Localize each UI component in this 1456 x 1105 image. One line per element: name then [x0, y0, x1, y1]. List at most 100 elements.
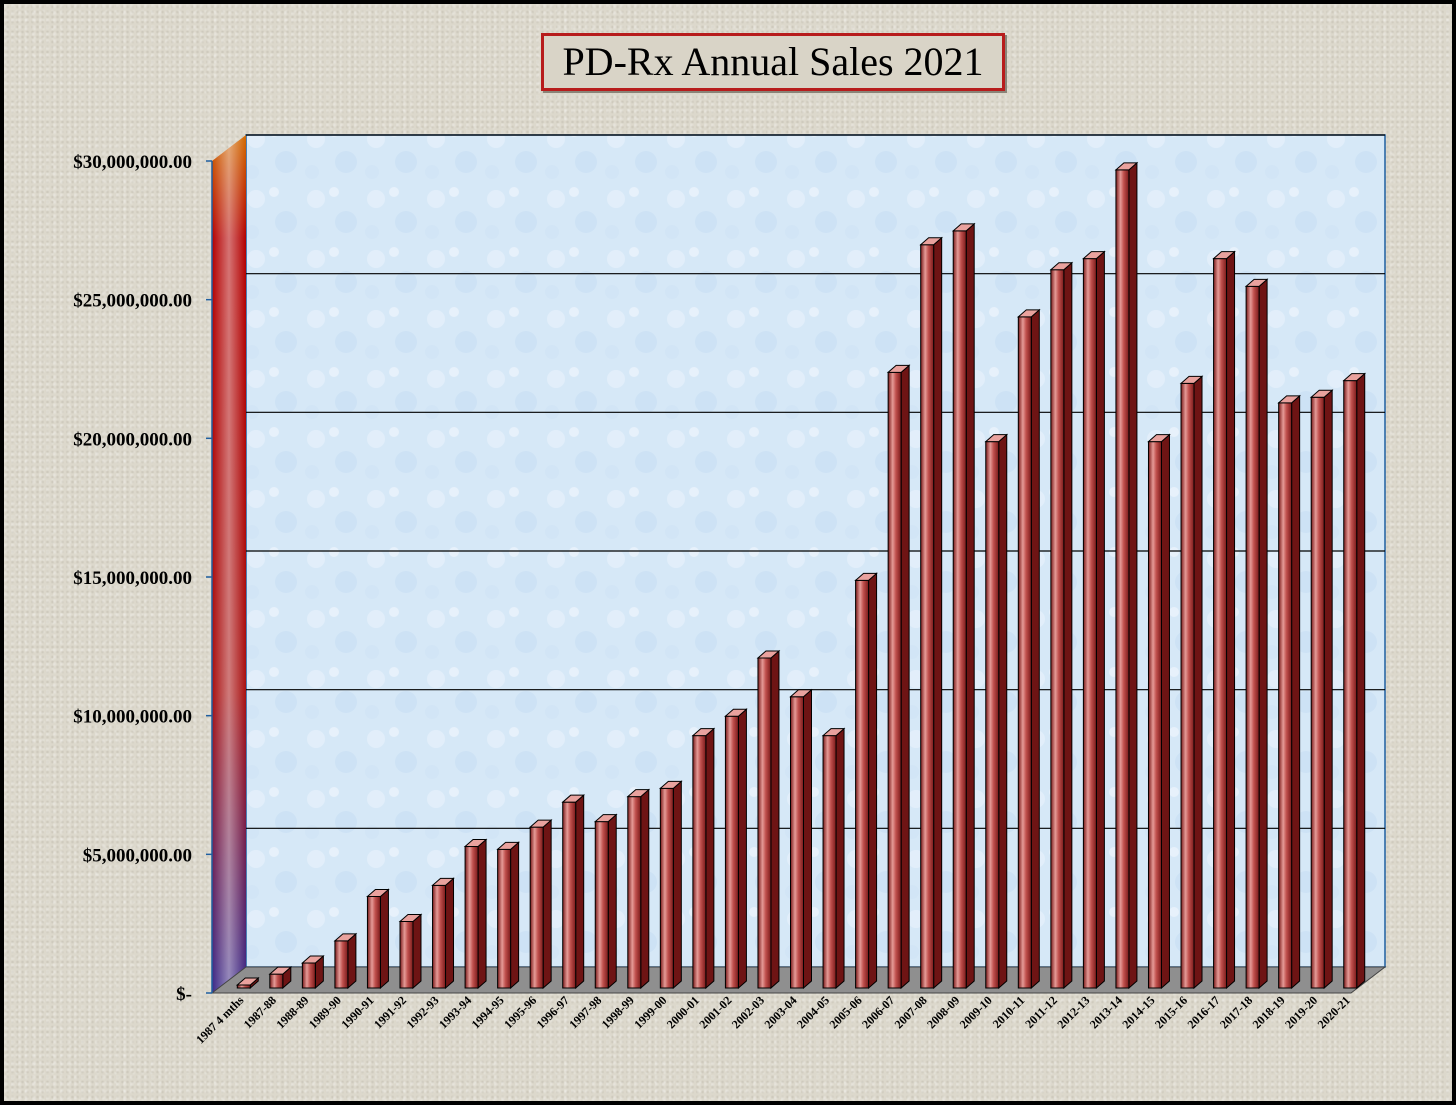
bar-side	[445, 877, 455, 990]
bar-side	[705, 727, 715, 990]
bar	[1309, 389, 1334, 990]
bar	[496, 841, 520, 990]
x-tick-label: 1989-90	[306, 993, 344, 1031]
bar-front	[562, 801, 577, 989]
bar-top	[496, 841, 520, 850]
bar-front	[529, 826, 544, 989]
bar	[919, 236, 944, 990]
x-tick-label: 2001-02	[696, 993, 734, 1031]
bar	[756, 649, 781, 990]
bar-top	[789, 689, 813, 698]
bar-side	[1095, 250, 1105, 990]
bar-top	[528, 819, 553, 828]
bar-top	[886, 364, 911, 373]
bar	[951, 222, 976, 990]
bar	[886, 364, 911, 990]
bar-front	[269, 973, 284, 989]
bar-front	[1343, 380, 1358, 989]
bar	[1277, 394, 1301, 990]
bar-side	[1128, 161, 1138, 990]
bar-front	[757, 657, 772, 989]
bar-front	[1213, 258, 1228, 989]
bar-side	[672, 780, 682, 990]
bar-side	[1356, 372, 1366, 990]
x-tick-label: 2000-01	[664, 993, 702, 1031]
bar	[1016, 308, 1041, 990]
bar-front	[724, 715, 739, 989]
bar-side	[868, 572, 878, 990]
bar	[593, 813, 618, 990]
bar-front	[432, 884, 447, 989]
y-tick-label: $10,000,000.00	[73, 707, 192, 728]
bar	[235, 976, 260, 990]
bar	[1049, 261, 1074, 990]
bar	[301, 954, 325, 990]
bar-front	[627, 796, 642, 989]
x-tick-label: 2006-07	[859, 993, 897, 1031]
bar	[268, 966, 293, 990]
x-tick-label: 1987-88	[241, 993, 279, 1031]
bar-front	[1310, 396, 1325, 989]
bar-front	[1082, 258, 1097, 989]
bar-side	[575, 794, 585, 990]
bar-front	[366, 895, 381, 989]
bar-top	[854, 572, 878, 581]
bar-top	[756, 650, 781, 659]
x-tick-label: 1988-89	[273, 993, 311, 1031]
y-tick-label: $-	[176, 984, 192, 1005]
x-tick-label: 2004-05	[794, 993, 832, 1031]
bar-front	[952, 230, 967, 989]
bar-front	[790, 696, 804, 989]
bar-top	[561, 794, 586, 803]
bar-front	[920, 244, 935, 989]
y-tick-label: $5,000,000.00	[83, 845, 192, 866]
bar-front	[594, 821, 609, 989]
bar	[691, 727, 716, 990]
bar-side	[998, 433, 1008, 990]
x-tick-label: 2014-15	[1119, 993, 1157, 1031]
bar-front	[855, 579, 870, 989]
bar-side	[379, 888, 389, 990]
bar-front	[1245, 285, 1260, 989]
x-tick-label: 1999-00	[631, 993, 669, 1031]
bar-front	[334, 940, 349, 989]
x-axis-labels: 1987 4 mths1987-881988-891989-901990-911…	[193, 993, 1353, 1047]
bar-top	[1342, 373, 1367, 382]
chart-title: PD-Rx Annual Sales 2021	[541, 33, 1005, 91]
bar-top	[1147, 434, 1171, 443]
bar-front	[497, 848, 512, 989]
bar-top	[301, 955, 325, 964]
bar-front	[1278, 402, 1293, 989]
x-tick-label: 2018-19	[1250, 993, 1288, 1031]
bar-front	[822, 735, 837, 989]
bar-top	[1309, 389, 1334, 398]
bar-side	[933, 236, 943, 990]
bar	[658, 780, 683, 990]
bar	[1244, 278, 1269, 990]
bar-top	[431, 877, 455, 886]
y-tick-label: $30,000,000.00	[73, 152, 192, 173]
x-tick-label: 2010-11	[990, 993, 1028, 1031]
bar-front	[692, 735, 707, 989]
bar-side	[1030, 308, 1040, 990]
bar-side	[347, 932, 357, 990]
x-tick-label: 2019-20	[1282, 993, 1320, 1031]
bar	[821, 727, 846, 990]
x-tick-label: 1991-92	[371, 993, 409, 1031]
bar	[333, 932, 358, 990]
x-tick-label: 1987 4 mths	[193, 993, 247, 1047]
bar	[1147, 433, 1171, 990]
bar-top	[333, 933, 358, 942]
bar-top	[1049, 262, 1074, 271]
bar	[528, 819, 553, 990]
bar-top	[951, 223, 976, 232]
bar-front	[1017, 316, 1032, 989]
bar	[398, 913, 423, 990]
x-tick-label: 2005-06	[827, 993, 865, 1031]
bar-front	[1115, 169, 1130, 989]
bar	[789, 688, 813, 990]
bar-front	[887, 371, 902, 989]
bar-side	[1193, 375, 1203, 990]
x-tick-label: 1995-96	[501, 993, 539, 1031]
bar-side	[835, 727, 845, 990]
